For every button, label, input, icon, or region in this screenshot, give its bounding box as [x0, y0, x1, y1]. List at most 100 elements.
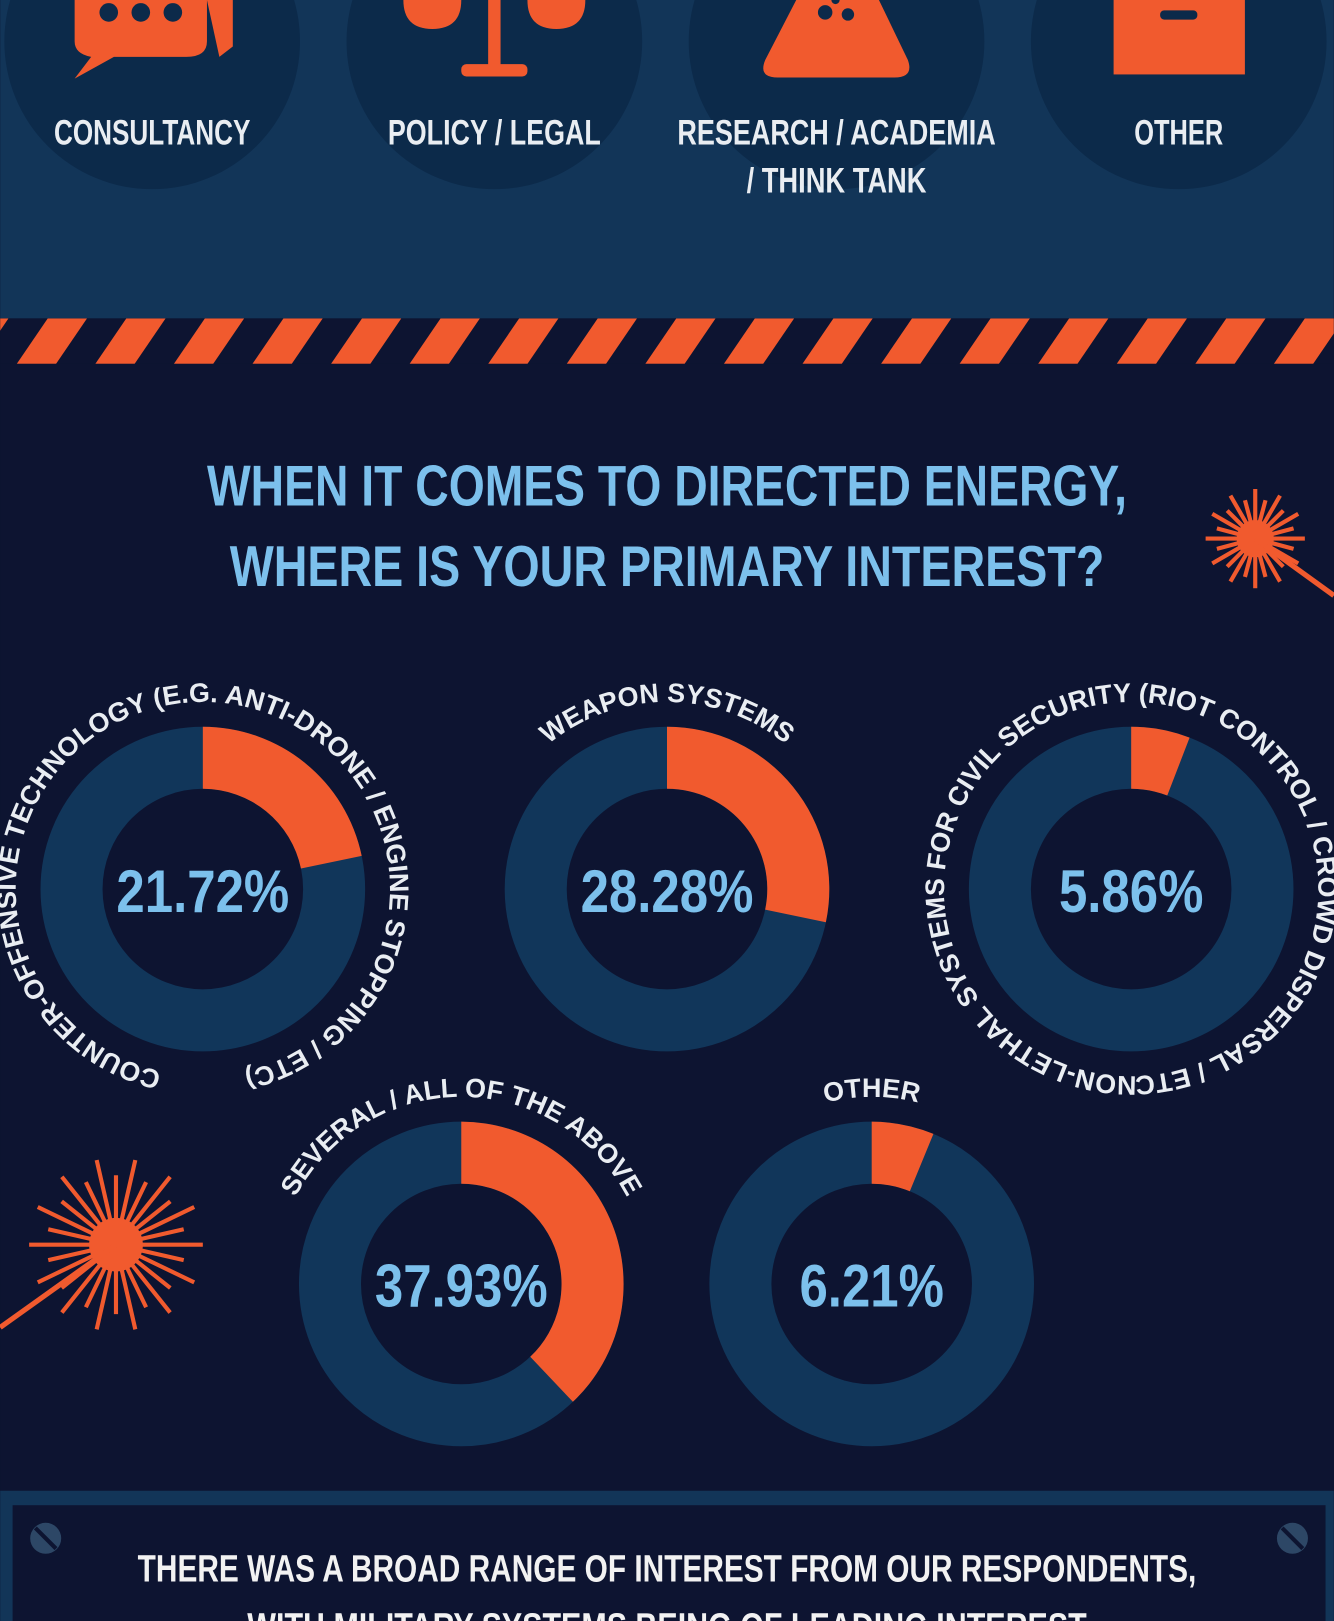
heading-line: WHERE IS YOUR PRIMARY INTEREST?	[230, 535, 1105, 599]
stripe	[1038, 318, 1109, 364]
laser-ray	[123, 1181, 148, 1226]
donut-title: OTHER	[820, 1073, 923, 1109]
laser-ray	[128, 1175, 172, 1229]
icon-dot	[163, 3, 183, 22]
stripe	[880, 318, 952, 364]
donut-segment	[461, 1121, 624, 1402]
laser-ray	[60, 1261, 104, 1314]
footer-screws	[30, 1522, 1308, 1554]
main-band	[0, 363, 1334, 1491]
laser-ray	[1211, 544, 1244, 566]
donut-segment	[202, 726, 362, 869]
stripes	[0, 318, 1334, 364]
scale-icon	[403, 0, 586, 29]
screw	[33, 1526, 58, 1551]
stripe	[645, 318, 716, 364]
laser-ray	[1256, 499, 1268, 526]
value-label: 28.28%	[581, 858, 754, 925]
scale-icon	[488, 0, 501, 67]
laser-ray	[119, 1159, 138, 1223]
footer-text: THERE WAS A BROAD RANGE OF INTEREST FROM…	[138, 1548, 1197, 1621]
role-circle	[346, 0, 643, 190]
role-label: / THINK TANK	[747, 161, 927, 200]
role-circles	[4, 0, 1327, 190]
laser-ray	[94, 1159, 113, 1223]
laser-ray	[36, 1252, 97, 1285]
role-label: CONSULTANCY	[54, 114, 250, 153]
laser-ray	[1228, 550, 1250, 583]
laser-ray	[132, 1199, 172, 1233]
stripe	[252, 318, 323, 364]
laser-ray	[47, 1247, 95, 1263]
value-label: 21.72%	[116, 858, 289, 925]
value-label: 5.86%	[1059, 858, 1203, 925]
laser-ray	[36, 1205, 97, 1237]
laser-ray	[1256, 552, 1268, 578]
laser-ray	[137, 1227, 185, 1242]
laser-ray	[60, 1175, 104, 1229]
laser-ray	[1216, 526, 1242, 537]
heading-line: WHEN IT COMES TO DIRECTED ENERGY,	[207, 455, 1127, 519]
laser-beam	[0, 1242, 118, 1330]
laser-ray	[1211, 512, 1244, 534]
role-label: OTHER	[1134, 114, 1223, 153]
footer-box	[12, 1505, 1326, 1621]
laser-ray	[1228, 494, 1250, 528]
donut-segment	[871, 1121, 934, 1192]
heading: WHEN IT COMES TO DIRECTED ENERGY, WHERE …	[207, 455, 1127, 600]
stripe	[723, 318, 795, 364]
laser-ray	[123, 1264, 148, 1309]
laser-ray	[1225, 509, 1247, 530]
stripe	[173, 318, 245, 364]
icon-dot	[99, 3, 119, 22]
stripe	[959, 318, 1030, 364]
laser-ray	[1242, 499, 1254, 526]
role-labels: CONSULTANCY POLICY / LEGAL RESEARCH / AC…	[54, 114, 1223, 201]
donut-title-text: OTHER	[820, 1073, 923, 1109]
stripe	[566, 318, 638, 364]
laser-ray	[1260, 494, 1282, 528]
role-label: RESEARCH / ACADEMIA	[677, 114, 995, 153]
box-icon	[1160, 10, 1198, 20]
laser-ray	[1242, 552, 1254, 578]
laser-ray	[1266, 512, 1300, 534]
laser-ray	[60, 1199, 100, 1233]
laser-ray	[119, 1266, 138, 1330]
laser-ray	[128, 1261, 172, 1314]
role-circle	[1030, 0, 1327, 190]
value-label: 37.93%	[375, 1253, 548, 1320]
laser-ray	[83, 1181, 108, 1226]
role-label: POLICY / LEGAL	[388, 114, 601, 153]
footer-line: THERE WAS A BROAD RANGE OF INTEREST FROM…	[138, 1548, 1197, 1591]
laser-ray	[137, 1247, 185, 1263]
laser-ray	[1264, 547, 1285, 569]
laser-ray	[94, 1266, 113, 1330]
stripe	[488, 318, 559, 364]
speech-icon	[206, 0, 233, 57]
laser-ray	[1260, 550, 1282, 583]
laser-ray	[1216, 540, 1242, 551]
laser-ray	[83, 1264, 108, 1309]
donut-segment	[667, 726, 830, 923]
stripe	[1116, 318, 1188, 364]
screw	[1280, 1526, 1305, 1551]
stripe	[802, 318, 873, 364]
laser-ray	[1268, 540, 1295, 551]
icon-dot	[831, 0, 840, 5]
footer-line: WITH MILITARY SYSTEMS BEING OF LEADING I…	[247, 1606, 1086, 1621]
icon-dot	[131, 3, 151, 22]
stripe	[1195, 318, 1266, 364]
donut-segment	[1131, 726, 1190, 796]
role-circle	[688, 0, 985, 190]
laser-ray	[47, 1227, 95, 1242]
icon-dot	[841, 8, 855, 21]
stripe	[1273, 318, 1334, 364]
laser-ray	[1264, 509, 1285, 530]
laser-ray	[135, 1205, 196, 1237]
value-label: 6.21%	[799, 1253, 943, 1320]
stripe	[331, 318, 402, 364]
laser-beam	[1253, 536, 1334, 598]
laser-ray	[135, 1252, 196, 1285]
